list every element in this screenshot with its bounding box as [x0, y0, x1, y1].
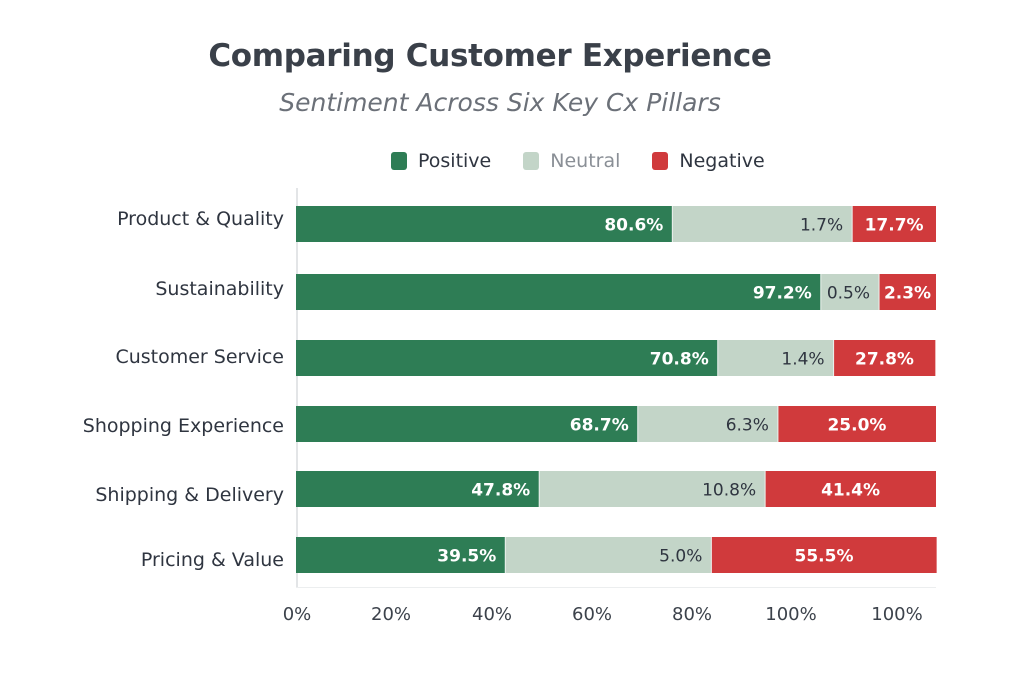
- bar-segment-negative[interactable]: [777, 406, 936, 442]
- x-tick-label: 80%: [671, 604, 713, 625]
- segment-divider: [504, 537, 506, 573]
- bar-segment-neutral[interactable]: [637, 406, 778, 442]
- bar-segment-neutral[interactable]: [672, 206, 853, 242]
- legend-swatch-neutral: [523, 152, 540, 170]
- category-label: Customer Service: [115, 346, 284, 368]
- data-label-positive: 97.2%: [753, 284, 812, 304]
- bar-segment-negative[interactable]: [879, 274, 936, 310]
- category-label: Pricing & Value: [140, 549, 284, 571]
- bar-row: 70.8% 1.4% 27.8%: [296, 340, 936, 376]
- data-label-negative: 25.0%: [827, 416, 886, 436]
- segment-divider: [538, 471, 540, 507]
- segment-divider: [710, 537, 712, 573]
- legend-swatch-negative: [652, 152, 669, 170]
- x-tick-label: 100%: [765, 604, 817, 625]
- bar-segment-positive[interactable]: [296, 274, 821, 310]
- segment-divider: [717, 340, 719, 376]
- data-label-positive: 70.8%: [650, 350, 709, 370]
- data-label-neutral: 5.0%: [659, 547, 702, 567]
- bar-segment-negative[interactable]: [833, 340, 936, 376]
- category-label: Shipping & Delivery: [95, 484, 284, 506]
- x-tick-label: 100%: [871, 604, 923, 625]
- chart-title: Comparing Customer Experience: [208, 38, 772, 74]
- bar-segment-negative[interactable]: [711, 537, 937, 573]
- chart-subtitle: Sentiment Across Six Key Cx Pillars: [279, 88, 721, 117]
- segment-divider: [833, 340, 835, 376]
- data-label-neutral: 10.8%: [702, 481, 756, 501]
- x-tick-label: 0%: [282, 604, 312, 625]
- y-axis-line: [296, 188, 298, 588]
- category-label: Sustainability: [155, 278, 284, 300]
- bar-segment-positive[interactable]: [296, 406, 638, 442]
- segment-divider: [637, 406, 639, 442]
- data-label-negative: 55.5%: [795, 547, 854, 567]
- legend-item-positive[interactable]: Positive: [391, 150, 491, 172]
- segment-divider: [851, 206, 853, 242]
- data-label-positive: 68.7%: [570, 416, 629, 436]
- data-label-neutral: 1.4%: [781, 350, 824, 370]
- bar-row: 47.8% 10.8% 41.4%: [296, 471, 936, 507]
- bar-segment-positive[interactable]: [296, 340, 718, 376]
- legend-item-neutral[interactable]: Neutral: [523, 150, 620, 172]
- x-tick-label: 60%: [571, 604, 613, 625]
- bar-row: 39.5% 5.0% 55.5%: [296, 537, 937, 573]
- bar-segment-positive[interactable]: [296, 537, 506, 573]
- x-axis-line: [296, 587, 936, 588]
- bar-segment-negative[interactable]: [852, 206, 936, 242]
- category-label: Shopping Experience: [82, 415, 284, 437]
- segment-divider: [820, 274, 822, 310]
- x-tick-label: 40%: [471, 604, 513, 625]
- bar-segment-positive[interactable]: [296, 471, 540, 507]
- legend-label-negative: Negative: [679, 150, 765, 172]
- legend-swatch-positive: [391, 152, 407, 170]
- data-label-negative: 17.7%: [865, 216, 924, 236]
- bar-segment-negative[interactable]: [765, 471, 936, 507]
- x-tick-label: 20%: [370, 604, 412, 625]
- legend-item-negative[interactable]: Negative: [652, 150, 765, 172]
- segment-divider: [878, 274, 880, 310]
- bar-row: 68.7% 6.3% 25.0%: [296, 406, 936, 442]
- bar-segment-neutral[interactable]: [539, 471, 766, 507]
- data-label-negative: 27.8%: [855, 350, 914, 370]
- bar-row: 97.2% 0.5% 2.3%: [296, 274, 936, 310]
- bar-segment-neutral[interactable]: [505, 537, 712, 573]
- segment-divider: [777, 406, 779, 442]
- data-label-neutral: 1.7%: [800, 216, 843, 236]
- data-label-neutral: 0.5%: [827, 284, 870, 304]
- data-label-neutral: 6.3%: [726, 416, 769, 436]
- bar-segment-neutral[interactable]: [717, 340, 834, 376]
- legend-label-neutral: Neutral: [550, 150, 621, 172]
- data-label-positive: 80.6%: [604, 216, 663, 236]
- segment-divider: [671, 206, 673, 242]
- bar-segment-neutral[interactable]: [820, 274, 880, 310]
- bar-segment-positive[interactable]: [296, 206, 673, 242]
- data-label-positive: 39.5%: [437, 547, 496, 567]
- segment-divider: [764, 471, 766, 507]
- data-label-negative: 41.4%: [821, 481, 880, 501]
- legend-label-positive: Positive: [418, 150, 492, 172]
- bar-row: 80.6% 1.7% 17.7%: [296, 206, 936, 242]
- legend: Positive Neutral Negative: [391, 150, 797, 172]
- category-label: Product & Quality: [117, 208, 284, 230]
- data-label-negative: 2.3%: [884, 284, 931, 304]
- data-label-positive: 47.8%: [471, 481, 530, 501]
